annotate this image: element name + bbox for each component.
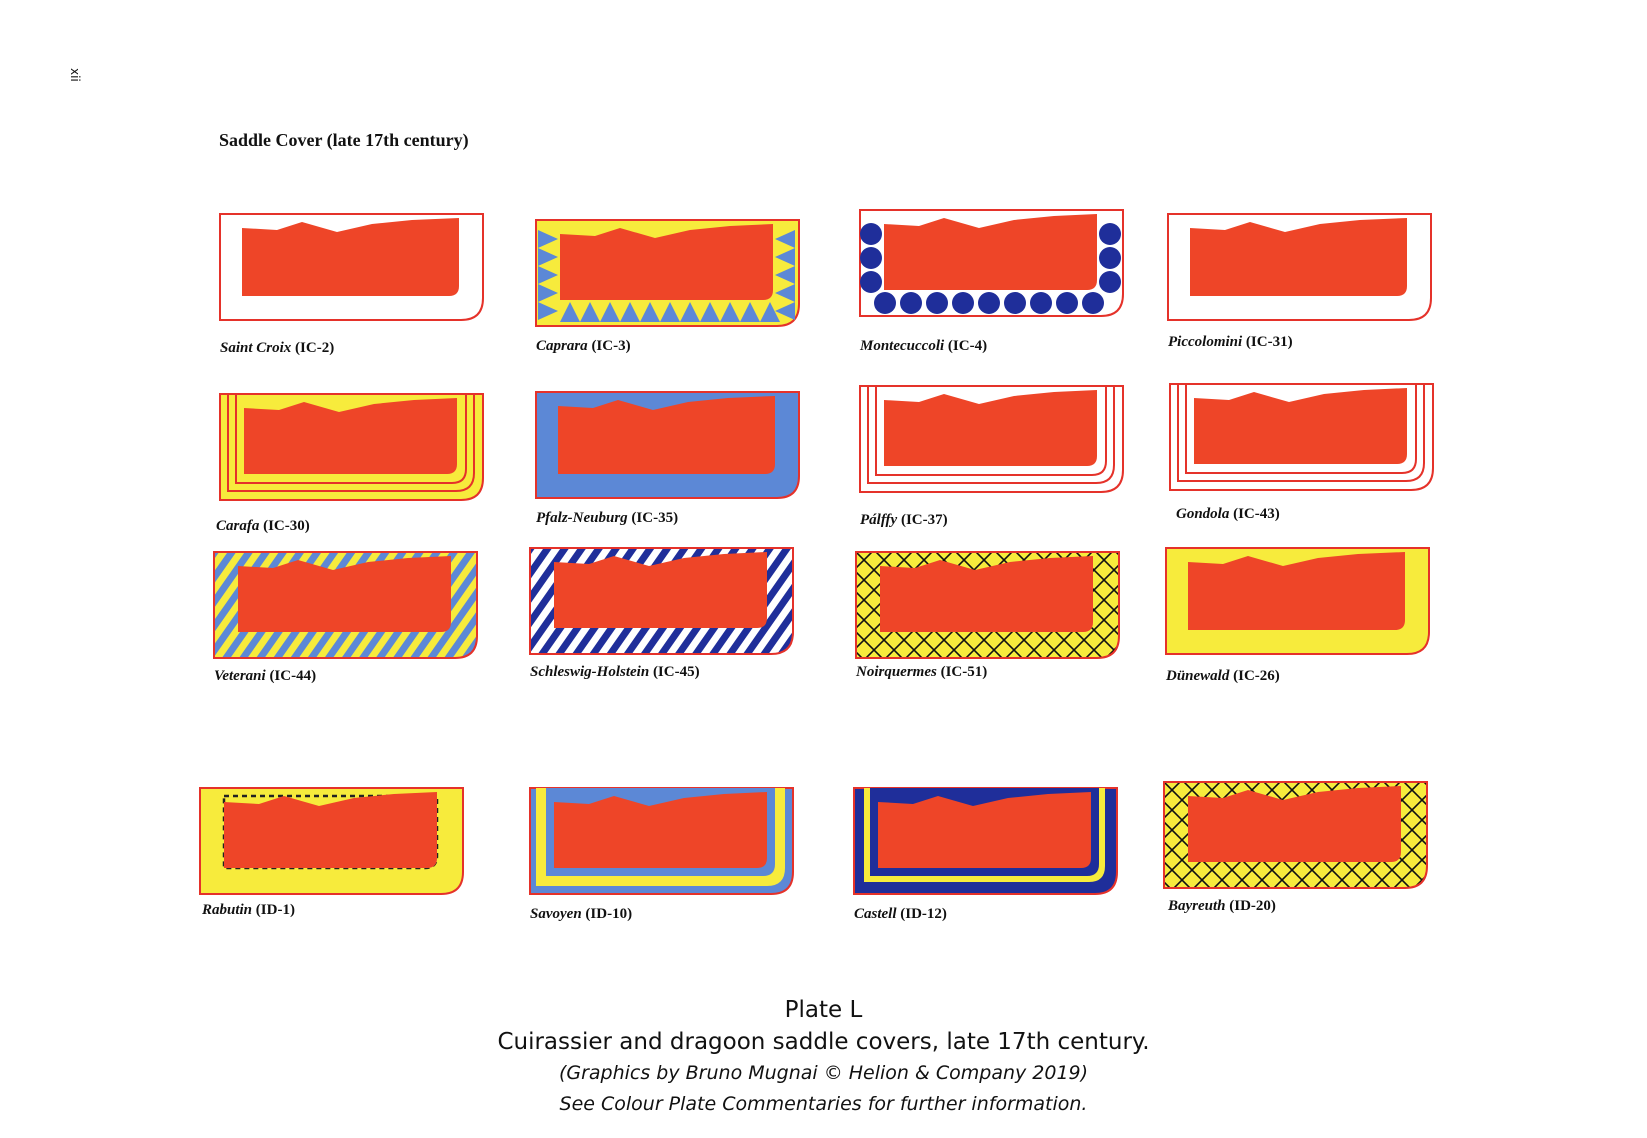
saddle-cover-name: Piccolomini [1168, 334, 1243, 350]
saddle-cover-item: Carafa (IC-30) [216, 392, 513, 542]
saddle-cover-item: Noirquermes (IC-51) [854, 550, 1149, 700]
saddle-cover-illustration [853, 787, 1118, 895]
saddle-cover-illustration [219, 393, 484, 501]
saddle-cover-item: Montecuccoli (IC-4) [858, 208, 1153, 358]
saddle-cover-name: Montecuccoli [860, 338, 945, 354]
saddle-cover-illustration [529, 547, 794, 655]
plate-note: See Colour Plate Commentaries for furthe… [559, 1093, 1088, 1115]
saddle-cover-item: Savoyen (ID-10) [528, 786, 823, 936]
saddle-cover-name: Gondola [1176, 506, 1230, 522]
saddle-cover-illustration [199, 787, 464, 895]
saddle-cover-name: Carafa [216, 518, 260, 534]
saddle-cover-name: Noirquermes [856, 664, 937, 680]
saddle-cover-illustration [535, 391, 800, 499]
saddle-cover-name: Saint Croix [220, 340, 292, 356]
saddle-cover-item: Caprara (IC-3) [534, 218, 829, 368]
saddle-cover-name: Savoyen [530, 906, 582, 922]
plate-heading: Saddle Cover (late 17th century) [219, 130, 469, 150]
saddle-cover-name: Dünewald [1166, 668, 1230, 684]
saddle-cover-illustration [529, 787, 794, 895]
saddle-cover-item: Piccolomini (IC-31) [1166, 212, 1461, 362]
saddle-cover-name: Pfalz-Neuburg [536, 510, 628, 526]
saddle-cover-item: Bayreuth (ID-20) [1162, 780, 1457, 930]
saddle-cover-item: Pfalz-Neuburg (IC-35) [534, 390, 829, 540]
saddle-cover-name: Caprara [536, 338, 588, 354]
saddle-cover-illustration [1167, 213, 1432, 321]
saddle-cover-name: Rabutin [202, 902, 253, 918]
saddle-cover-code: (IC-43) [1233, 506, 1280, 522]
saddle-cover-illustration [1169, 383, 1434, 491]
saddle-cover-code: (IC-4) [947, 338, 988, 354]
saddle-cover-code: (ID-12) [900, 906, 947, 922]
saddle-cover-code: (IC-3) [591, 338, 631, 354]
saddle-cover-code: (ID-20) [1229, 898, 1276, 914]
plate-number: Plate L [784, 997, 863, 1023]
saddle-cover-code: (IC-45) [652, 664, 700, 680]
saddle-cover-illustration [1163, 781, 1428, 889]
saddle-cover-code: (IC-2) [295, 340, 335, 356]
saddle-cover-illustration [535, 219, 800, 327]
saddle-cover-illustration [219, 213, 484, 321]
plate-credit: (Graphics by Bruno Mugnai © Helion & Com… [558, 1062, 1089, 1084]
saddle-cover-name: Veterani [214, 668, 266, 684]
saddle-cover-code: (IC-44) [269, 668, 317, 684]
saddle-cover-name: Schleswig-Holstein [530, 664, 650, 680]
saddle-cover-illustration [859, 385, 1124, 493]
saddle-cover-code: (IC-30) [263, 518, 310, 534]
saddle-cover-item: Veterani (IC-44) [212, 550, 507, 700]
saddle-cover-item: Gondola (IC-43) [1168, 382, 1463, 532]
saddle-cover-code: (IC-37) [900, 512, 948, 528]
saddle-cover-item: Dünewald (IC-26) [1164, 546, 1459, 696]
saddle-cover-code: (IC-31) [1245, 334, 1293, 350]
saddle-cover-item: Rabutin (ID-1) [198, 786, 493, 936]
saddle-cover-item: Castell (ID-12) [852, 786, 1147, 936]
saddle-cover-illustration [855, 551, 1120, 659]
saddle-cover-item: Schleswig-Holstein (IC-45) [528, 546, 823, 696]
saddle-cover-name: Pálffy [860, 512, 898, 528]
saddle-cover-code: (IC-35) [631, 510, 679, 526]
saddle-cover-illustration [859, 209, 1124, 317]
plate-caption: Plate L Cuirassier and dragoon saddle co… [0, 994, 1647, 1120]
saddle-cover-illustration [213, 551, 478, 659]
saddle-cover-code: (IC-26) [1233, 668, 1280, 684]
saddle-cover-illustration [1165, 547, 1430, 655]
saddle-cover-item: Pálffy (IC-37) [858, 384, 1153, 534]
saddle-cover-name: Castell [854, 906, 897, 922]
saddle-cover-code: (IC-51) [940, 664, 988, 680]
saddle-cover-name: Bayreuth [1168, 898, 1226, 914]
plate-subtitle: Cuirassier and dragoon saddle covers, la… [497, 1029, 1150, 1055]
saddle-cover-item: Saint Croix (IC-2) [218, 212, 513, 362]
saddle-cover-code: (ID-1) [255, 902, 295, 918]
saddle-cover-code: (ID-10) [585, 906, 633, 922]
